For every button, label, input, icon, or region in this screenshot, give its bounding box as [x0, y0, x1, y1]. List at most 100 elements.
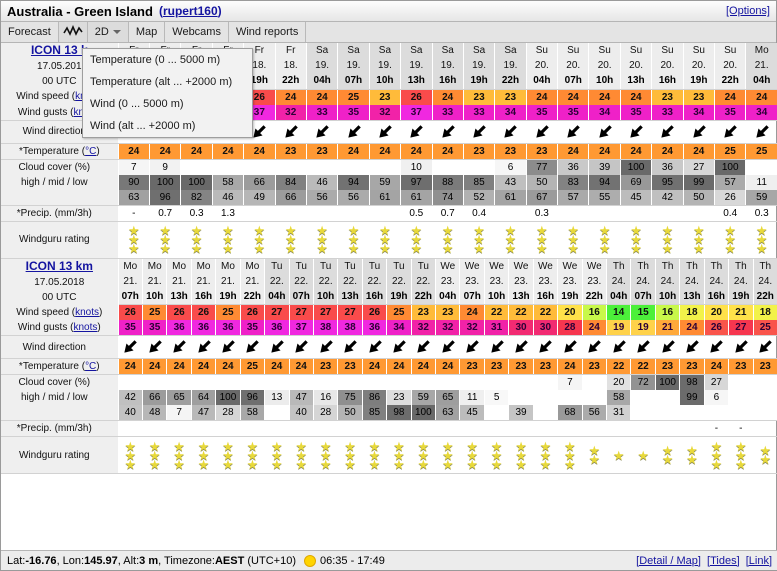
tab-webcams[interactable]: Webcams: [165, 22, 229, 42]
wind-direction-arrow-icon: [466, 340, 479, 353]
temperature-cell: 25: [240, 358, 266, 375]
star-icon: ★: [755, 223, 768, 238]
cloud-high-cell: [337, 374, 363, 390]
star-icon: ★: [724, 223, 737, 238]
wind-gusts-cell: 36: [215, 320, 241, 336]
wind-gusts-cell: 35: [240, 320, 266, 336]
temperature-unit-link[interactable]: °C: [85, 361, 97, 372]
star-icon: ★: [564, 456, 576, 472]
label-wind-direction-text: Wind direction: [22, 341, 86, 353]
cloud-high-cell: [411, 374, 437, 390]
star-icon: ★: [253, 232, 266, 247]
wind-gusts-cell: 38: [313, 320, 339, 336]
rating-cell: ★ ★ ★: [508, 436, 534, 474]
wind-gusts-cell: 34: [386, 320, 412, 336]
star-icon: ★: [710, 447, 723, 463]
cloud-mid-cell: 42: [118, 390, 144, 405]
wind-speed-cell: 24: [459, 304, 485, 320]
wind-direction-cell: [606, 335, 632, 359]
day-name-cell: Su: [683, 43, 716, 59]
day-name-cell: Tu: [264, 258, 290, 274]
precip-cell: -: [118, 205, 150, 222]
cloud-mid-cell: 59: [369, 174, 402, 190]
day-date-cell: 22.: [362, 273, 388, 289]
cloud-high-cell: 27: [683, 159, 716, 175]
star-icon: ★: [197, 438, 210, 454]
wind-gusts-cell: 30: [533, 320, 559, 336]
star-icon: ★: [539, 456, 552, 472]
model-name-link[interactable]: ICON 13 km: [25, 258, 93, 273]
wind-gusts-cell: 32: [435, 320, 461, 336]
popup-item-temperature-alt-2000[interactable]: Temperature (alt ... +2000 m): [90, 76, 233, 88]
rating-cell: ★ ★: [753, 436, 777, 474]
cloud-low-cell: 46: [212, 189, 245, 206]
hour-cell: 10h: [369, 73, 402, 90]
hour-cell: 04h: [526, 73, 559, 90]
cloud-high-cell: 20: [606, 374, 632, 390]
popup-item-wind-alt-2000[interactable]: Wind (alt ... +2000 m): [90, 120, 196, 132]
cloud-high-cell: [432, 159, 464, 175]
hour-cell: 04h: [745, 73, 777, 90]
model-name-link[interactable]: ICON 13 k: [30, 43, 88, 57]
tab-2d[interactable]: 2D: [87, 22, 129, 42]
cloud-high-cell: 77: [526, 159, 559, 175]
chart-icon-button[interactable]: [58, 22, 88, 42]
wind-speed-cell: 15: [630, 304, 656, 320]
popup-item-wind-0-5000[interactable]: Wind (0 ... 5000 m): [90, 98, 184, 110]
cloud-high-cell: 100: [620, 159, 653, 175]
rating-stars: ★ ★ ★: [143, 440, 166, 471]
tab-wind-reports[interactable]: Wind reports: [229, 22, 307, 42]
star-icon: ★: [441, 447, 454, 463]
cloud-high-cell: [118, 374, 144, 390]
temperature-unit-link[interactable]: °C: [85, 145, 97, 157]
star-icon: ★: [295, 456, 308, 472]
cloud-low-cell: 63: [435, 405, 461, 421]
cloud-high-cell: [337, 159, 370, 175]
star-icon: ★: [124, 438, 137, 454]
wind-gusts-cell: 34: [683, 104, 716, 121]
star-icon: ★: [284, 223, 297, 238]
cloud-high-cell: [484, 374, 510, 390]
rating-cell: ★ ★ ★: [557, 436, 583, 474]
popup-item-temperature-0-5000[interactable]: Temperature (0 ... 5000 m): [90, 54, 221, 66]
wind-speed-cell: 24: [745, 89, 777, 105]
day-name-cell: Su: [714, 43, 747, 59]
rating-cell: ★ ★ ★: [526, 221, 559, 259]
rating-stars: ★: [631, 449, 654, 462]
cloud-mid-cell: 64: [191, 390, 217, 405]
lon-label: , Lon:: [56, 554, 85, 567]
cloud-low-cell: 66: [275, 189, 307, 206]
cloud-mid-cell: 94: [337, 174, 370, 190]
tides-link[interactable]: [Tides]: [707, 554, 740, 567]
wind-gusts-unit-link[interactable]: knots: [73, 322, 98, 333]
wind-direction-cell: [679, 335, 705, 359]
tab-forecast[interactable]: Forecast: [1, 22, 59, 42]
cloud-high-cell: 72: [630, 374, 656, 390]
wind-speed-unit-link[interactable]: knots: [75, 306, 100, 318]
precip-cell: [459, 420, 485, 437]
link-link[interactable]: [Link]: [745, 554, 772, 567]
cloud-low-cell: 61: [400, 189, 433, 206]
wind-direction-cell: [745, 120, 777, 144]
temperature-cell: 23: [655, 358, 681, 375]
label-cloud-sub-text: high / mid / low: [20, 392, 88, 403]
tab-map[interactable]: Map: [129, 22, 166, 42]
wind-direction-arrow-icon: [536, 124, 549, 138]
wind-gusts-cell: 19: [630, 320, 656, 336]
label-cloud-low-spacer: [1, 189, 119, 206]
detail-map-link[interactable]: [Detail / Map]: [636, 554, 701, 567]
label-rating-text: Windguru rating: [18, 449, 90, 461]
wind-direction-cell: [400, 120, 433, 144]
day-name-cell: Th: [679, 258, 705, 274]
wind-direction-arrow-icon: [613, 340, 626, 353]
temperature-cell: 23: [337, 358, 363, 375]
wind-direction-arrow-icon: [442, 124, 455, 138]
label-precip-text: *Precip. (mm/3h): [16, 423, 92, 434]
options-link[interactable]: [Options]: [725, 5, 770, 17]
chart-type-popup-menu[interactable]: Temperature (0 ... 5000 m) Temperature (…: [82, 48, 253, 138]
day-name-cell: Mo: [745, 43, 777, 59]
cloud-low-cell: 50: [337, 405, 363, 421]
wind-direction-arrow-icon: [564, 340, 577, 353]
user-link[interactable]: rupert160: [162, 4, 218, 18]
lat-label: Lat:: [7, 554, 26, 567]
